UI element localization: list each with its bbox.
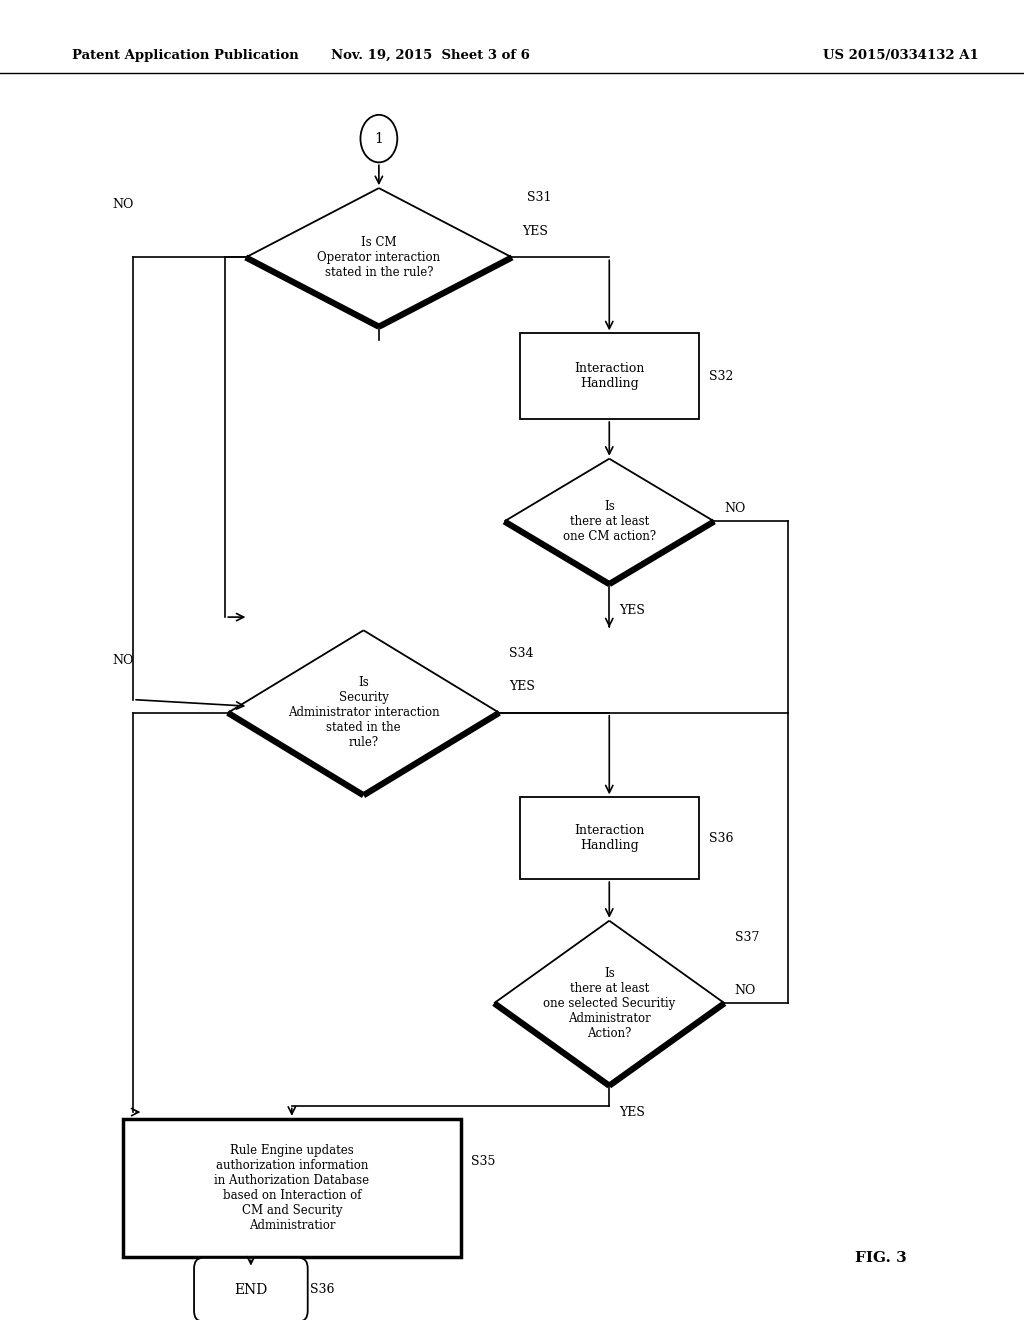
FancyBboxPatch shape: [195, 1258, 307, 1320]
Text: YES: YES: [522, 224, 548, 238]
Text: S32: S32: [709, 370, 733, 383]
Text: S34: S34: [510, 647, 534, 660]
Text: YES: YES: [510, 680, 536, 693]
Bar: [519, 797, 698, 879]
Text: FIG. 3: FIG. 3: [855, 1251, 906, 1265]
Text: Interaction
Handling: Interaction Handling: [574, 362, 644, 391]
Text: YES: YES: [620, 1106, 645, 1118]
Text: NO: NO: [113, 198, 133, 211]
Text: YES: YES: [620, 605, 645, 616]
Text: NO: NO: [735, 983, 756, 997]
Text: NO: NO: [725, 502, 745, 515]
Text: 1: 1: [375, 132, 383, 145]
Text: Is
there at least
one selected Securitiy
Administrator
Action?: Is there at least one selected Securitiy…: [543, 966, 676, 1040]
Text: S37: S37: [735, 931, 759, 944]
Bar: [519, 333, 698, 420]
Text: Is
there at least
one CM action?: Is there at least one CM action?: [563, 500, 655, 543]
Circle shape: [360, 115, 397, 162]
Bar: [123, 1119, 461, 1257]
Text: NO: NO: [113, 653, 133, 667]
Text: END: END: [234, 1283, 267, 1296]
Text: Interaction
Handling: Interaction Handling: [574, 824, 644, 853]
Text: Is CM
Operator interaction
stated in the rule?: Is CM Operator interaction stated in the…: [317, 236, 440, 279]
Text: S36: S36: [309, 1283, 334, 1296]
Text: S31: S31: [527, 191, 552, 205]
Text: S36: S36: [709, 832, 733, 845]
Text: US 2015/0334132 A1: US 2015/0334132 A1: [823, 49, 979, 62]
Text: Nov. 19, 2015  Sheet 3 of 6: Nov. 19, 2015 Sheet 3 of 6: [331, 49, 529, 62]
Text: Is
Security
Administrator interaction
stated in the
rule?: Is Security Administrator interaction st…: [288, 676, 439, 750]
Text: Patent Application Publication: Patent Application Publication: [72, 49, 298, 62]
Text: S35: S35: [471, 1155, 496, 1168]
Text: Rule Engine updates
authorization information
in Authorization Database
based on: Rule Engine updates authorization inform…: [214, 1144, 370, 1232]
